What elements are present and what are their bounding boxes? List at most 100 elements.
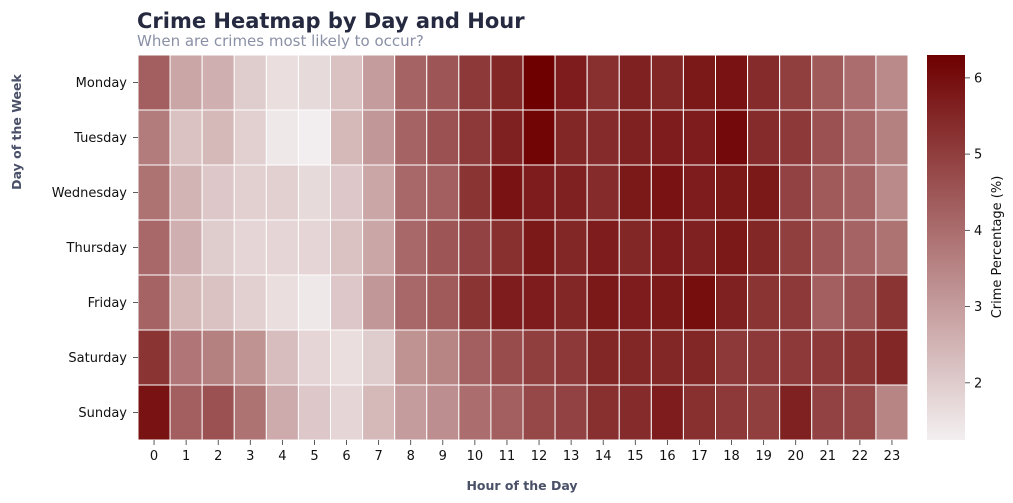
heatmap-cell (297, 219, 331, 276)
heatmap-cell (811, 384, 845, 441)
heatmap-cell (715, 109, 749, 166)
heatmap-cell (394, 219, 428, 276)
heatmap-cell (779, 164, 813, 221)
heatmap-cell (875, 219, 909, 276)
heatmap-cell (490, 164, 524, 221)
heatmap-cell (747, 164, 781, 221)
heatmap-cell (586, 384, 620, 441)
colorbar-ticks: 2 3 4 5 6 (965, 71, 982, 391)
heatmap-cell (650, 109, 684, 166)
heatmap-cell (747, 274, 781, 331)
heatmap-cell (137, 274, 171, 331)
heatmap-cell (330, 329, 364, 386)
colorbar-tick-label: 6 (974, 71, 982, 86)
x-tick-label: 15 (627, 449, 644, 464)
heatmap-cell (297, 109, 331, 166)
x-tick-label: 6 (342, 449, 350, 464)
heatmap-cell (458, 54, 492, 111)
x-tick-label: 16 (659, 449, 676, 464)
heatmap-cell (137, 164, 171, 221)
heatmap-cell (715, 164, 749, 221)
x-tick-label: 1 (182, 449, 190, 464)
heatmap-cell (586, 54, 620, 111)
heatmap-cell (201, 54, 235, 111)
heatmap-cell (265, 219, 299, 276)
x-tick-label: 21 (820, 449, 837, 464)
heatmap-cell (682, 329, 717, 386)
heatmap-cell (362, 54, 396, 111)
heatmap-cell (715, 219, 749, 276)
heatmap-cell (586, 219, 620, 276)
heatmap-cell (265, 384, 299, 441)
heatmap-cell (522, 54, 556, 111)
heatmap-cell (618, 329, 652, 386)
heatmap-cell (586, 329, 620, 386)
heatmap-cell (843, 164, 877, 221)
heatmap-cell (137, 219, 171, 276)
heatmap-cell (233, 54, 267, 111)
heatmap-cell (169, 274, 203, 331)
heatmap-cell (875, 329, 909, 386)
heatmap-cell (458, 329, 492, 386)
heatmap-cell (233, 274, 267, 331)
heatmap-cell (233, 384, 267, 441)
heatmap-cell (201, 274, 235, 331)
x-tick-label: 14 (595, 449, 612, 464)
heatmap-cell (426, 109, 460, 166)
x-tick-label: 22 (852, 449, 869, 464)
heatmap-cell (522, 109, 556, 166)
heatmap-cell (426, 54, 460, 111)
heatmap-cell (137, 384, 171, 441)
y-tick-label: Tuesday (73, 131, 127, 146)
colorbar-tick-label: 2 (974, 376, 982, 391)
heatmap-cell (297, 384, 331, 441)
heatmap-cell (522, 164, 556, 221)
heatmap-cell (843, 54, 877, 111)
x-tick-label: 0 (150, 449, 158, 464)
heatmap-cell (843, 274, 877, 331)
x-tick-label: 10 (467, 449, 484, 464)
x-tick-labels: 0 1 2 3 4 5 6 7 8 9 10 11 12 13 14 15 16 17 18 19 20 21 22 23 (150, 440, 900, 464)
heatmap-cell (875, 164, 909, 221)
x-tick-label: 4 (278, 449, 286, 464)
heatmap-cell (618, 164, 652, 221)
heatmap-cell (394, 274, 428, 331)
heatmap-cell (843, 219, 877, 276)
heatmap-cell (330, 384, 364, 441)
heatmap-cell (201, 164, 235, 221)
heatmap-cell (618, 109, 652, 166)
heatmap-cell (522, 219, 556, 276)
colorbar-tick-label: 3 (974, 300, 982, 315)
heatmap-cell (201, 329, 235, 386)
heatmap-cell (522, 384, 556, 441)
heatmap-cell (618, 219, 652, 276)
heatmap-cell (875, 109, 909, 166)
heatmap-cell (362, 384, 396, 441)
heatmap-cell (618, 54, 652, 111)
heatmap-cell (265, 109, 299, 166)
heatmap-cell (747, 384, 781, 441)
heatmap-cell (265, 54, 299, 111)
heatmap-cell (233, 219, 267, 276)
heatmap-cell (682, 109, 717, 166)
heatmap-cell (554, 54, 588, 111)
heatmap-cell (394, 329, 428, 386)
heatmap-cell (137, 54, 171, 111)
heatmap-cell (522, 274, 556, 331)
heatmap-cell (715, 384, 749, 441)
heatmap-cell (458, 109, 492, 166)
heatmap-cell (779, 384, 813, 441)
x-tick-label: 5 (310, 449, 318, 464)
heatmap-cell (169, 329, 203, 386)
heatmap-cell (682, 164, 717, 221)
y-axis-title: Day of the Week (9, 74, 24, 190)
x-tick-label: 17 (691, 449, 708, 464)
heatmap-cell (747, 219, 781, 276)
chart-subtitle: When are crimes most likely to occur? (137, 32, 424, 50)
heatmap-cell (490, 54, 524, 111)
heatmap-cell (811, 109, 845, 166)
heatmap-cell (169, 384, 203, 441)
y-tick-labels: Monday Tuesday Wednesday Thursday Friday Satu… (52, 76, 138, 421)
heatmap-cell (811, 164, 845, 221)
heatmap-cell (779, 219, 813, 276)
